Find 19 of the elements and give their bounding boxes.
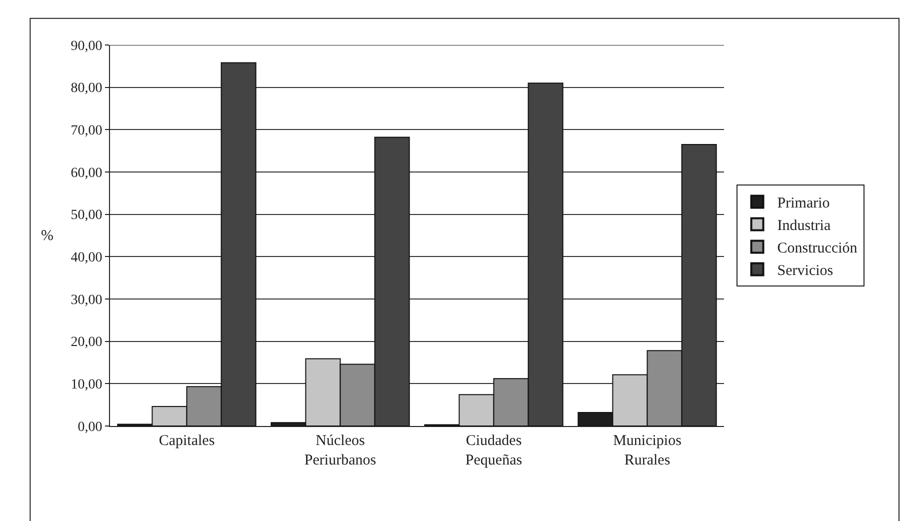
y-tick-label: 90,00 bbox=[70, 38, 102, 54]
y-tick-label: 70,00 bbox=[70, 124, 102, 139]
legend-label: Construcción bbox=[777, 240, 858, 257]
x-tick-label: Ciudades Pequeñas bbox=[465, 433, 522, 468]
x-tick-label: Municipios Rurales bbox=[613, 433, 682, 468]
y-tick-label: 10,00 bbox=[70, 378, 102, 393]
x-tick-label: Capitales bbox=[158, 433, 215, 449]
y-tick-label: 20,00 bbox=[70, 335, 102, 350]
y-tick-label: 40,00 bbox=[70, 250, 102, 266]
y-tick-label: 80,00 bbox=[70, 81, 102, 96]
x-tick-label: Núcleos Periurbanos bbox=[304, 433, 376, 468]
y-axis-title: % bbox=[41, 228, 54, 244]
y-tick-label: 60,00 bbox=[70, 166, 102, 181]
y-tick-label: 50,00 bbox=[70, 208, 102, 224]
legend-label: Primario bbox=[777, 196, 830, 212]
legend-label: Industria bbox=[777, 218, 831, 234]
legend-label: Servicios bbox=[777, 263, 834, 280]
y-tick-label: 0,00 bbox=[78, 420, 102, 435]
y-tick-label: 30,00 bbox=[70, 292, 102, 308]
